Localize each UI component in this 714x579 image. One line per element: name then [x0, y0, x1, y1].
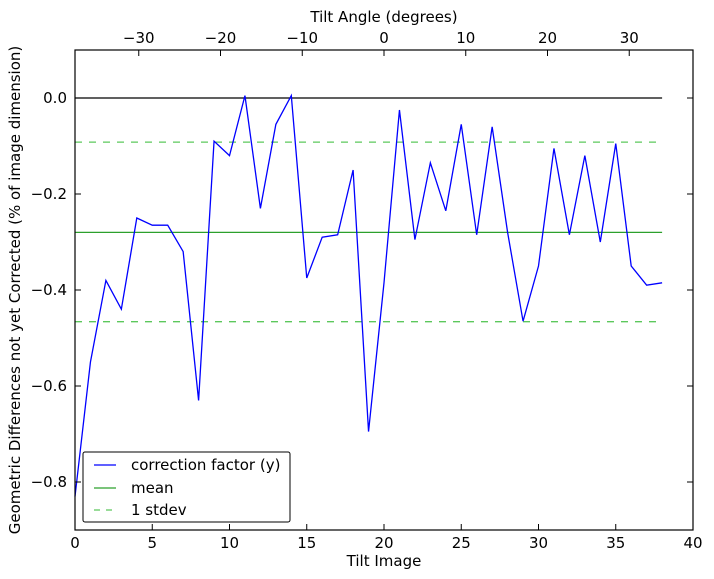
top-x-tick-label: 30	[620, 29, 639, 47]
top-x-tick-label: −10	[286, 29, 318, 47]
axis-ticks: 0 5 10 15 20 25 30 35 40 0.0 −0.2 −0.4 −0.6 −0.8 −30 −2…	[31, 29, 703, 552]
x-tick-label: 5	[147, 534, 157, 552]
legend-label-mean: mean	[131, 479, 174, 497]
x-axis-label: Tilt Image	[346, 552, 422, 570]
plot-marks	[74, 93, 663, 497]
y-tick-label: −0.6	[31, 377, 67, 395]
x-tick-label: 0	[70, 534, 80, 552]
legend: correction factor (y) mean 1 stdev	[82, 451, 291, 523]
y-axis-label: Geometric Differences not yet Corrected …	[6, 46, 24, 535]
y-tick-label: −0.2	[31, 185, 67, 203]
x-tick-label: 15	[297, 534, 316, 552]
legend-box	[82, 451, 291, 523]
x-tick-label: 40	[683, 534, 702, 552]
correction-factor-line	[74, 93, 663, 497]
top-x-axis-label: Tilt Angle (degrees)	[309, 8, 457, 26]
legend-label-stdev: 1 stdev	[131, 501, 187, 519]
y-tick-label: 0.0	[43, 89, 67, 107]
x-tick-label: 20	[374, 534, 393, 552]
x-tick-label: 25	[452, 534, 471, 552]
top-x-tick-label: −20	[205, 29, 237, 47]
y-tick-label: −0.4	[31, 281, 67, 299]
top-x-tick-label: 10	[456, 29, 475, 47]
top-x-tick-label: −30	[123, 29, 155, 47]
x-tick-label: 35	[606, 534, 625, 552]
legend-label-correction: correction factor (y)	[131, 456, 280, 474]
x-tick-label: 30	[529, 534, 548, 552]
top-x-tick-label: 0	[379, 29, 389, 47]
top-x-tick-label: 20	[538, 29, 557, 47]
x-tick-label: 10	[220, 534, 239, 552]
y-tick-label: −0.8	[31, 473, 67, 491]
